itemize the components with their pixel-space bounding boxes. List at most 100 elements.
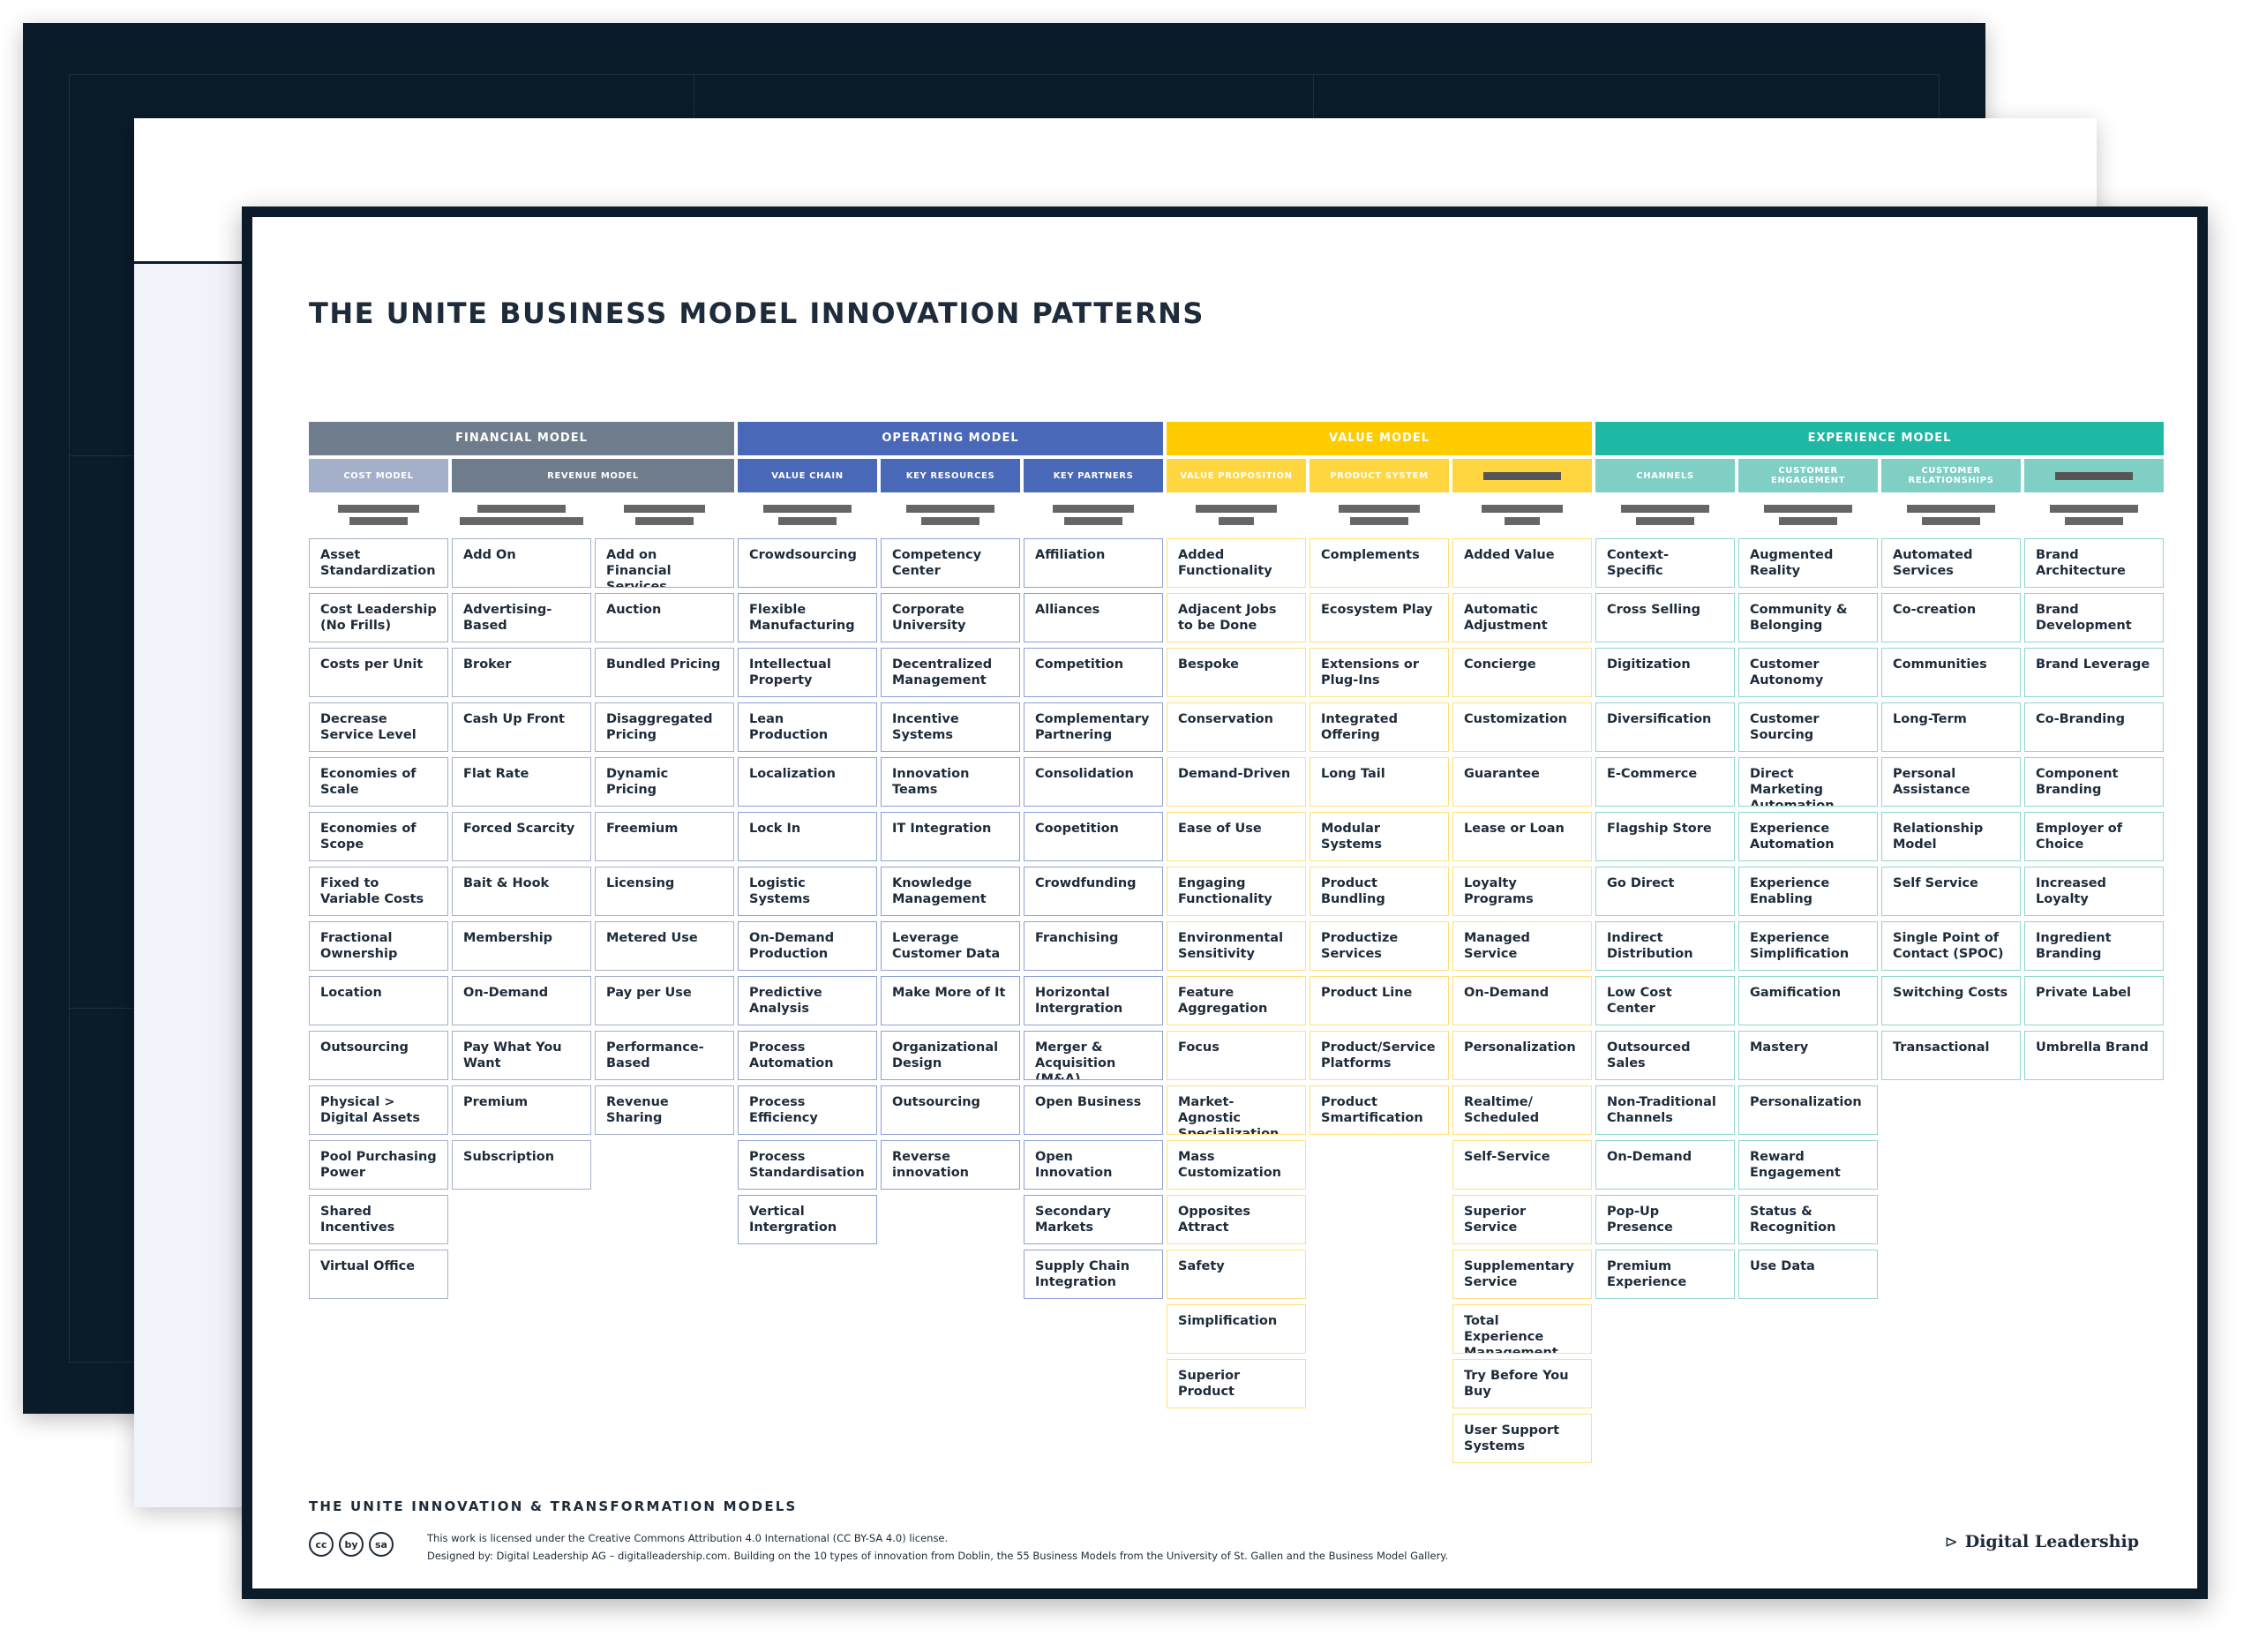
pattern-card: Long-Term: [1881, 702, 2021, 752]
pattern-card: Reverse innovation: [881, 1140, 1020, 1190]
pattern-card: Reward Engagement: [1738, 1140, 1878, 1190]
pattern-card: Customization: [1452, 702, 1592, 752]
pattern-card: Self-Service: [1452, 1140, 1592, 1190]
pattern-card: Location: [309, 976, 448, 1025]
pattern-card: Long Tail: [1310, 757, 1449, 807]
subgroup-header: KEY RESOURCES: [881, 459, 1020, 492]
pattern-card: Shared Incentives: [309, 1195, 448, 1244]
pattern-card: Added Value: [1452, 538, 1592, 588]
pattern-card: Component Branding: [2024, 757, 2164, 807]
redacted-heading-line: [1621, 505, 1709, 513]
subgroup-header: VALUE CHAIN: [738, 459, 877, 492]
pattern-card: Ease of Use: [1167, 812, 1306, 861]
pattern-card: Environmental Sensitivity: [1167, 921, 1306, 971]
pattern-card: Costs per Unit: [309, 648, 448, 697]
pattern-card: Mastery: [1738, 1031, 1878, 1080]
pattern-card: Merger & Acquisition (M&A): [1024, 1031, 1163, 1080]
redacted-heading-line: [1053, 505, 1134, 513]
redacted-heading-line: [1907, 505, 1995, 513]
column-heading-placeholder: [309, 505, 448, 529]
column-heading-placeholder: [595, 505, 734, 529]
chevron-right-icon: ⊳: [1944, 1532, 1958, 1551]
subgroup-header: KEY PARTNERS: [1024, 459, 1163, 492]
pattern-card: Subscription: [452, 1140, 591, 1190]
brand-logo: ⊳ Digital Leadership: [1945, 1532, 2139, 1551]
pattern-card: Affiliation: [1024, 538, 1163, 588]
pattern-card: Non-Traditional Channels: [1595, 1085, 1735, 1135]
pattern-card: Realtime/ Scheduled: [1452, 1085, 1592, 1135]
pattern-card: Virtual Office: [309, 1250, 448, 1299]
pattern-card: Coopetition: [1024, 812, 1163, 861]
pattern-card: Add On: [452, 538, 591, 588]
pattern-card: E-Commerce: [1595, 757, 1735, 807]
pattern-card: Franchising: [1024, 921, 1163, 971]
pattern-card: Digitization: [1595, 648, 1735, 697]
pattern-card: Relationship Model: [1881, 812, 2021, 861]
pattern-card: Premium Experience: [1595, 1250, 1735, 1299]
pattern-card: On-Demand: [1595, 1140, 1735, 1190]
column-heading-placeholder: [1452, 505, 1592, 529]
pattern-card: Umbrella Brand: [2024, 1031, 2164, 1080]
pattern-card: Product Bundling: [1310, 867, 1449, 916]
pattern-card: Forced Scarcity: [452, 812, 591, 861]
pattern-card: Broker: [452, 648, 591, 697]
pattern-card: Total Experience Management: [1452, 1304, 1592, 1354]
pattern-card: Automatic Adjustment: [1452, 593, 1592, 642]
pattern-card: Flagship Store: [1595, 812, 1735, 861]
redacted-heading-line: [349, 517, 408, 525]
pattern-card: Focus: [1167, 1031, 1306, 1080]
pattern-card: Bait & Hook: [452, 867, 591, 916]
pattern-card: Experience Enabling: [1738, 867, 1878, 916]
pattern-card: Brand Leverage: [2024, 648, 2164, 697]
subgroup-header: [1452, 459, 1592, 492]
redacted-heading-line: [635, 517, 694, 525]
pattern-card: Supply Chain Integration: [1024, 1250, 1163, 1299]
column-heading-placeholder: [452, 505, 591, 529]
pattern-card: Loyalty Programs: [1452, 867, 1592, 916]
subgroup-header: CHANNELS: [1595, 459, 1735, 492]
redacted-heading-line: [1636, 517, 1694, 525]
pattern-card: Process Automation: [738, 1031, 877, 1080]
redacted-heading-line: [921, 517, 979, 525]
redacted-label: [1483, 471, 1561, 480]
pattern-card: Engaging Functionality: [1167, 867, 1306, 916]
pattern-card: Try Before You Buy: [1452, 1359, 1592, 1408]
pattern-card: Pay per Use: [595, 976, 734, 1025]
pattern-card: Product Line: [1310, 976, 1449, 1025]
pattern-card: Use Data: [1738, 1250, 1878, 1299]
redacted-heading-line: [624, 505, 705, 513]
redacted-heading-line: [1196, 505, 1277, 513]
pattern-card: On-Demand Production: [738, 921, 877, 971]
pattern-card: Co-creation: [1881, 593, 2021, 642]
cc-license-icons: cc by sa: [309, 1532, 394, 1558]
subgroup-header: VALUE PROPOSITION: [1167, 459, 1306, 492]
column-heading-placeholder: [738, 505, 877, 529]
pattern-card: Integrated Offering: [1310, 702, 1449, 752]
pattern-card: Outsourcing: [309, 1031, 448, 1080]
pattern-card: Complements: [1310, 538, 1449, 588]
pattern-card: Personalization: [1452, 1031, 1592, 1080]
pattern-card: Single Point of Contact (SPOC): [1881, 921, 2021, 971]
pattern-card: Revenue Sharing: [595, 1085, 734, 1135]
column-heading-placeholder: [1881, 505, 2021, 529]
redacted-label: [2055, 471, 2133, 480]
pattern-card: Experience Simplification: [1738, 921, 1878, 971]
pattern-card: Make More of It: [881, 976, 1020, 1025]
pattern-card: Decrease Service Level: [309, 702, 448, 752]
group-header-value: VALUE MODEL: [1167, 422, 1592, 455]
group-header-experience: EXPERIENCE MODEL: [1595, 422, 2164, 455]
pattern-card: Outsourcing: [881, 1085, 1020, 1135]
redacted-heading-line: [338, 505, 419, 513]
pattern-card: IT Integration: [881, 812, 1020, 861]
pattern-card: Advertising-Based: [452, 593, 591, 642]
column-heading-placeholder: [1738, 505, 1878, 529]
pattern-card: Licensing: [595, 867, 734, 916]
pattern-card: Productize Services: [1310, 921, 1449, 971]
pattern-card: Gamification: [1738, 976, 1878, 1025]
pattern-card: Diversification: [1595, 702, 1735, 752]
pattern-card: On-Demand: [452, 976, 591, 1025]
pattern-card: Logistic Systems: [738, 867, 877, 916]
pattern-card: Performance-Based: [595, 1031, 734, 1080]
pattern-card: Co-Branding: [2024, 702, 2164, 752]
redacted-heading-line: [1350, 517, 1408, 525]
